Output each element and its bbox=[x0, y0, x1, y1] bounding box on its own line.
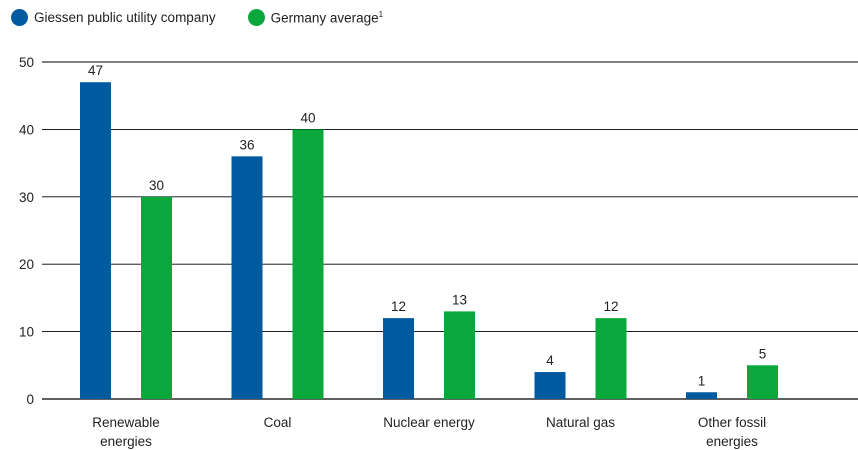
x-category-label: Nuclear energy bbox=[383, 415, 475, 430]
legend-swatch-germany bbox=[247, 9, 265, 26]
data-label: 1 bbox=[698, 373, 706, 388]
data-label: 5 bbox=[759, 346, 767, 361]
legend-label-giessen: Giessen public utility company bbox=[34, 10, 216, 25]
data-label: 40 bbox=[300, 110, 315, 125]
x-category-label: energies bbox=[100, 434, 152, 449]
data-label: 47 bbox=[88, 63, 103, 78]
bar-giessen-4 bbox=[686, 392, 717, 399]
x-category-label: Other fossil bbox=[698, 415, 766, 430]
legend-swatch-giessen bbox=[11, 9, 28, 26]
y-tick-label: 30 bbox=[19, 190, 34, 205]
y-tick-label: 40 bbox=[19, 122, 34, 137]
x-category-label: Coal bbox=[264, 415, 292, 430]
data-label: 12 bbox=[603, 299, 618, 314]
data-label: 12 bbox=[391, 299, 406, 314]
legend-item-germany: Germany average1 bbox=[247, 9, 384, 26]
data-label: 36 bbox=[239, 137, 254, 152]
y-tick-label: 0 bbox=[26, 392, 34, 407]
bar-giessen-2 bbox=[383, 318, 414, 399]
bar-germany-2 bbox=[444, 311, 475, 399]
bar-giessen-0 bbox=[80, 82, 111, 399]
legend-item-giessen: Giessen public utility company bbox=[11, 9, 216, 26]
x-category-label: Natural gas bbox=[546, 415, 615, 430]
bar-germany-0 bbox=[141, 196, 172, 399]
y-tick-label: 50 bbox=[19, 55, 34, 70]
bar-giessen-1 bbox=[231, 156, 263, 399]
data-label: 13 bbox=[452, 292, 467, 307]
y-tick-label: 20 bbox=[19, 257, 34, 272]
data-label: 30 bbox=[149, 178, 164, 193]
bar-germany-4 bbox=[747, 365, 778, 399]
bar-germany-3 bbox=[595, 318, 627, 399]
legend-label-germany: Germany average1 bbox=[270, 9, 384, 26]
x-category-label: energies bbox=[706, 434, 758, 449]
footnote-marker: 1 bbox=[378, 9, 384, 19]
y-tick-label: 10 bbox=[19, 325, 34, 340]
bar-giessen-3 bbox=[534, 372, 566, 399]
chart-legend: Giessen public utility company Germany a… bbox=[11, 9, 415, 26]
bar-germany-1 bbox=[292, 129, 324, 399]
x-category-label: Renewable bbox=[92, 415, 160, 430]
data-label: 4 bbox=[546, 353, 554, 368]
